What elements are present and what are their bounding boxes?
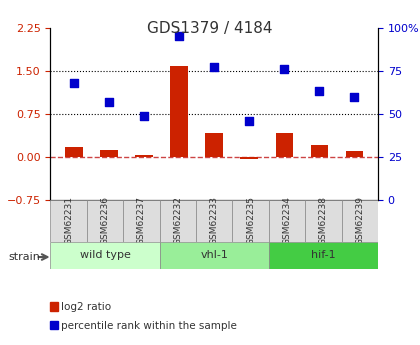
Bar: [65, 147, 83, 157]
FancyBboxPatch shape: [123, 200, 160, 242]
Text: GDS1379 / 4184: GDS1379 / 4184: [147, 21, 273, 36]
FancyBboxPatch shape: [341, 200, 378, 242]
Text: log2 ratio: log2 ratio: [61, 303, 111, 312]
Bar: [171, 66, 188, 157]
Bar: [241, 157, 258, 159]
Bar: [100, 149, 118, 157]
FancyBboxPatch shape: [269, 241, 378, 269]
Text: percentile rank within the sample: percentile rank within the sample: [61, 322, 237, 331]
Point: [351, 94, 358, 99]
Text: GSM62233: GSM62233: [210, 196, 219, 245]
Text: GSM62236: GSM62236: [100, 196, 110, 245]
Text: GSM62239: GSM62239: [355, 196, 364, 245]
Text: strain: strain: [8, 252, 40, 262]
Point: [106, 99, 113, 105]
Bar: [135, 155, 153, 157]
FancyBboxPatch shape: [87, 200, 123, 242]
FancyBboxPatch shape: [50, 200, 87, 242]
Point: [316, 89, 323, 94]
Bar: [205, 133, 223, 157]
FancyBboxPatch shape: [160, 200, 196, 242]
Bar: [310, 146, 328, 157]
Point: [211, 65, 218, 70]
Text: GSM62234: GSM62234: [283, 196, 291, 245]
Point: [71, 80, 77, 86]
FancyBboxPatch shape: [50, 241, 160, 269]
FancyBboxPatch shape: [305, 200, 341, 242]
FancyBboxPatch shape: [269, 200, 305, 242]
Point: [141, 113, 147, 118]
Bar: [276, 133, 293, 157]
Text: GSM62235: GSM62235: [246, 196, 255, 245]
FancyBboxPatch shape: [160, 241, 269, 269]
Bar: [346, 151, 363, 157]
Text: GSM62232: GSM62232: [173, 196, 182, 245]
FancyBboxPatch shape: [196, 200, 232, 242]
Text: vhl-1: vhl-1: [200, 250, 228, 260]
Text: GSM62238: GSM62238: [319, 196, 328, 245]
Point: [281, 66, 288, 72]
Text: wild type: wild type: [79, 250, 131, 260]
Point: [176, 33, 183, 39]
Point: [246, 118, 252, 124]
FancyBboxPatch shape: [232, 200, 269, 242]
Text: hif-1: hif-1: [311, 250, 336, 260]
Text: GSM62237: GSM62237: [137, 196, 146, 245]
Text: GSM62231: GSM62231: [64, 196, 73, 245]
